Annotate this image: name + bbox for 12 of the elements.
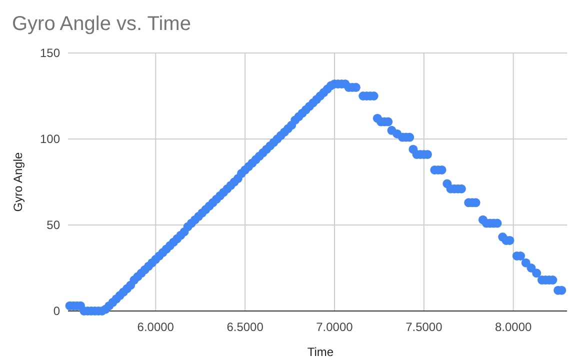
y-tick-label: 150 [40,46,60,60]
x-tick-label: 6.5000 [226,320,264,334]
x-axis-title: Time [307,345,334,359]
chart-title: Gyro Angle vs. Time [12,13,191,35]
y-tick-label: 0 [53,304,60,318]
x-tick-label: 6.0000 [137,320,174,334]
y-axis-title: Gyro Angle [11,152,25,212]
x-tick-label: 7.0000 [316,320,354,334]
y-tick-label: 100 [40,132,60,146]
x-tick-label: 7.5000 [406,320,443,334]
x-tick-label: 8.0000 [494,320,532,334]
y-tick-label: 50 [46,218,60,232]
